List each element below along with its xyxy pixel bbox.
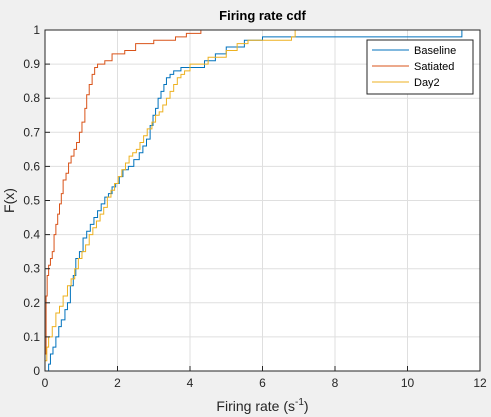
- x-tick-label: 8: [332, 376, 339, 390]
- x-axis-label-superscript: -1: [295, 397, 304, 408]
- x-tick-label: 10: [401, 376, 415, 390]
- y-tick-label: 1: [33, 23, 40, 37]
- y-tick-label: 0.1: [23, 330, 40, 344]
- legend-label-satiated: Satiated: [414, 61, 454, 73]
- y-tick-label: 0.5: [23, 194, 40, 208]
- legend-entry-satiated: Satiated: [372, 61, 454, 73]
- legend-box: [366, 39, 474, 95]
- legend-label-day2: Day2: [414, 77, 440, 89]
- legend-entry-day2: Day2: [372, 77, 440, 89]
- axes-frame: [44, 29, 481, 372]
- x-axis-label-text: Firing rate (s: [216, 398, 295, 414]
- y-tick-label: 0.8: [23, 91, 40, 105]
- y-tick-label: 0.6: [23, 159, 40, 173]
- legend-label-baseline: Baseline: [414, 45, 456, 57]
- y-tick-label: 0.9: [23, 57, 40, 71]
- x-axis-label-close: ): [304, 398, 309, 414]
- series-line-day2: [45, 30, 296, 362]
- plot-lines: [45, 30, 463, 372]
- y-tick-label: 0.7: [23, 125, 40, 139]
- tick-labels: 0 2 4 6 8 10 12 0 0.1 0.2 0.3 0.4 0.5 0.6 0.7 0.8 0.9 1: [23, 23, 487, 390]
- y-axis-label: F(x): [1, 188, 17, 213]
- x-axis-label: Firing rate (s-1): [216, 397, 308, 414]
- x-tick-label: 6: [259, 376, 266, 390]
- x-tick-label: 0: [42, 376, 49, 390]
- legend-entry-baseline: Baseline: [372, 45, 456, 57]
- x-tick-label: 12: [473, 376, 487, 390]
- x-tick-label: 2: [114, 376, 121, 390]
- y-tick-label: 0.3: [23, 262, 40, 276]
- y-tick-label: 0.4: [23, 228, 40, 242]
- series-line-satiated: [45, 30, 202, 355]
- legend: Baseline Satiated Day2: [366, 39, 474, 95]
- x-tick-label: 4: [187, 376, 194, 390]
- y-tick-label: 0: [33, 364, 40, 378]
- y-tick-label: 0.2: [23, 296, 40, 310]
- chart-title: Firing rate cdf: [219, 8, 306, 23]
